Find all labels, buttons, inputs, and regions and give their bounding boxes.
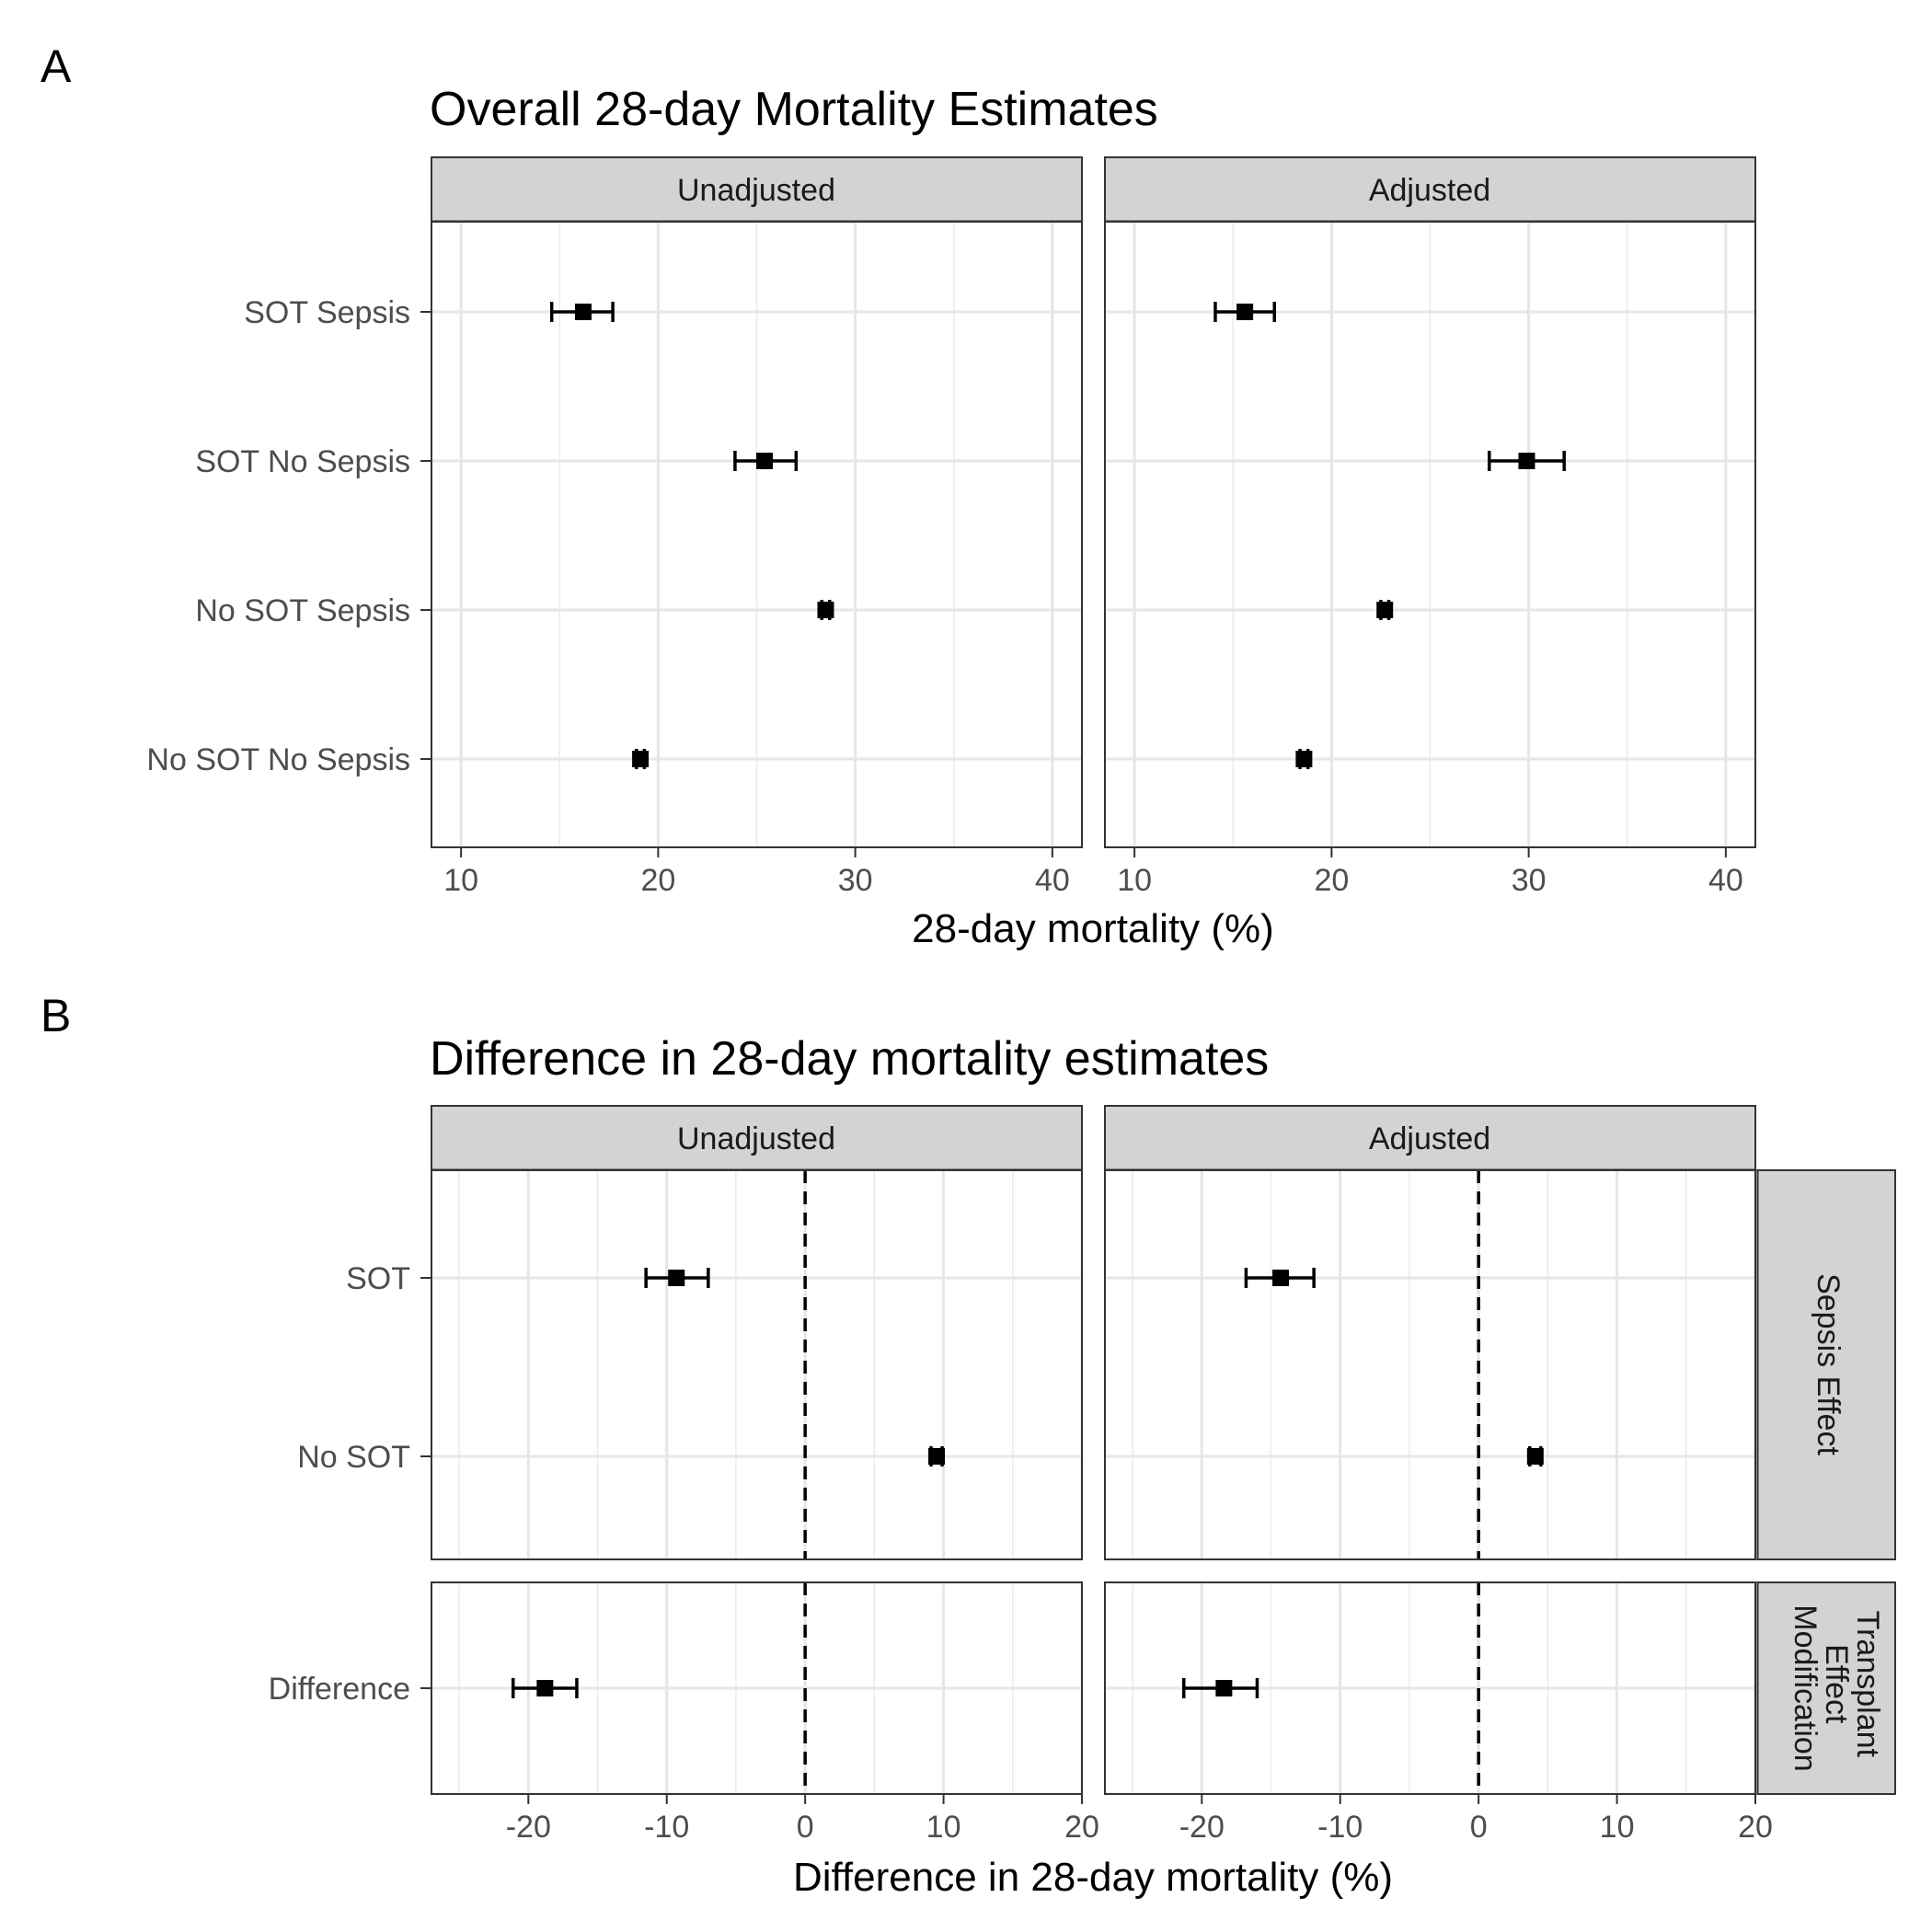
x-tick-label: 10: [926, 1810, 961, 1845]
point-estimate: [1215, 1680, 1233, 1696]
row-strip-line: Transplant: [1850, 1611, 1885, 1758]
strip-header-a-adjusted: Adjusted: [1104, 156, 1756, 224]
point-estimate: [817, 602, 834, 618]
x-tick-label: 0: [1470, 1810, 1488, 1845]
point-estimate: [1272, 1270, 1290, 1286]
strip-label-b-unadjusted: Unadjusted: [677, 1121, 835, 1156]
panel-border: [431, 221, 1083, 848]
strip-header-a-unadjusted: Unadjusted: [431, 156, 1083, 224]
point-estimate: [574, 304, 592, 320]
plot-panel-b-unadjusted-difference: [431, 1581, 1084, 1795]
row-strip-line: Effect: [1819, 1644, 1854, 1724]
plot-panel-a-unadjusted: [431, 221, 1083, 848]
figure-tag-b: B: [40, 990, 71, 1041]
x-tick-label: 10: [1600, 1810, 1635, 1845]
x-axis-title-a: 28-day mortality (%): [912, 906, 1274, 951]
x-axis-title-b: Difference in 28-day mortality (%): [793, 1855, 1393, 1900]
point-estimate: [1236, 304, 1254, 320]
strip-header-b-unadjusted: Unadjusted: [431, 1105, 1083, 1172]
y-tick-label: Difference: [269, 1672, 410, 1707]
plot-panel-a-adjusted: [1104, 221, 1756, 848]
point-estimate: [536, 1680, 554, 1696]
x-tick-label: 40: [1708, 863, 1743, 898]
panel-border: [1104, 1581, 1756, 1795]
row-strip-sepsis-effect: Sepsis Effect: [1755, 1169, 1896, 1560]
y-tick-label: SOT: [346, 1261, 410, 1296]
x-tick-label: -20: [506, 1810, 551, 1845]
y-tick-label: No SOT No Sepsis: [146, 742, 410, 777]
x-tick-label: 20: [640, 863, 675, 898]
point-estimate: [1526, 1448, 1544, 1465]
x-tick-label: 30: [1512, 863, 1547, 898]
plot-panel-b-unadjusted-sepsis: [431, 1169, 1084, 1560]
plot-panel-b-adjusted-sepsis: [1104, 1169, 1757, 1560]
y-tick-label: No SOT Sepsis: [195, 593, 410, 628]
point-estimate: [1518, 453, 1535, 469]
strip-label-a-unadjusted: Unadjusted: [677, 173, 835, 208]
point-estimate: [1376, 602, 1394, 618]
row-strip-transplant-effect-modification: Transplant Effect Modification: [1755, 1581, 1896, 1795]
x-tick-label: 30: [838, 863, 873, 898]
y-tick-label: SOT Sepsis: [244, 295, 410, 330]
x-tick-label: -10: [1317, 1810, 1363, 1845]
strip-header-b-adjusted: Adjusted: [1104, 1105, 1756, 1172]
figure-tag-a: A: [40, 40, 72, 92]
y-tick-marks-a: [420, 311, 431, 760]
y-tick-label: No SOT: [297, 1440, 410, 1475]
row-strip-label-sepsis-effect: Sepsis Effect: [1811, 1273, 1846, 1455]
x-tick-label: 20: [1314, 863, 1349, 898]
panel-border: [1104, 221, 1756, 848]
x-tick-label: 20: [1738, 1810, 1773, 1845]
x-tick-label: 0: [797, 1810, 814, 1845]
point-estimate: [632, 751, 650, 767]
point-estimate: [928, 1448, 946, 1465]
x-tick-label: -20: [1179, 1810, 1225, 1845]
point-estimate: [1295, 751, 1313, 767]
x-tick-label: 20: [1064, 1810, 1099, 1845]
plot-panel-b-adjusted-difference: [1104, 1581, 1757, 1795]
y-tick-label: SOT No Sepsis: [195, 444, 410, 479]
point-estimate: [668, 1270, 685, 1286]
panel-border: [1104, 1169, 1756, 1560]
x-tick-label: -10: [644, 1810, 689, 1845]
x-tick-label: 40: [1035, 863, 1070, 898]
row-strip-label-transplant-effect-modification: Transplant Effect Modification: [1788, 1604, 1885, 1771]
row-strip-line: Modification: [1788, 1604, 1823, 1771]
strip-label-b-adjusted: Adjusted: [1369, 1121, 1490, 1156]
chart-title-b: Difference in 28-day mortality estimates: [430, 1032, 1269, 1086]
point-estimate: [756, 453, 774, 469]
panel-border: [431, 1169, 1083, 1560]
x-tick-label: 10: [443, 863, 478, 898]
y-tick-marks-b: [420, 1277, 431, 1689]
strip-label-a-adjusted: Adjusted: [1369, 173, 1490, 208]
chart-title-a: Overall 28-day Mortality Estimates: [430, 83, 1158, 136]
x-tick-label: 10: [1117, 863, 1152, 898]
